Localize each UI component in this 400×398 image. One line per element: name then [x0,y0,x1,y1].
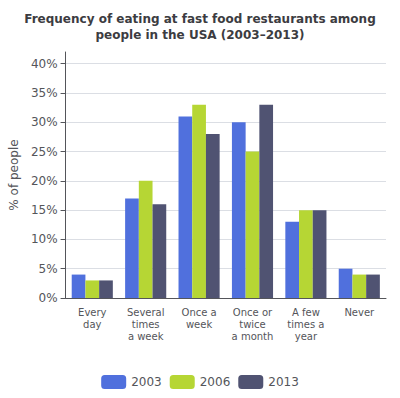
svg-text:A few: A few [292,307,320,318]
svg-text:35%: 35% [31,86,58,100]
svg-text:2006: 2006 [200,375,231,389]
svg-text:Every: Every [78,307,107,318]
svg-text:20%: 20% [31,174,58,188]
svg-text:% of people: % of people [7,139,21,210]
svg-text:Once a: Once a [181,307,216,318]
svg-text:2013: 2013 [268,375,299,389]
svg-text:15%: 15% [31,203,58,217]
svg-text:30%: 30% [31,115,58,129]
svg-text:Never: Never [344,307,375,318]
svg-text:week: week [186,319,212,330]
svg-text:2003: 2003 [131,375,162,389]
svg-text:Frequency of eating at fast fo: Frequency of eating at fast food restaur… [24,12,376,26]
svg-text:40%: 40% [31,57,58,71]
svg-text:a week: a week [128,331,164,342]
svg-text:year: year [295,331,318,342]
svg-text:10%: 10% [31,232,58,246]
svg-text:people in the USA (2003–2013): people in the USA (2003–2013) [95,28,304,42]
svg-text:Several: Several [127,307,165,318]
svg-text:0%: 0% [39,291,58,305]
svg-text:times: times [132,319,160,330]
svg-text:Once or: Once or [233,307,273,318]
svg-text:times a: times a [287,319,324,330]
svg-text:day: day [83,319,101,330]
svg-text:5%: 5% [39,262,58,276]
svg-text:25%: 25% [31,145,58,159]
svg-text:twice: twice [239,319,266,330]
svg-text:a month: a month [232,331,274,342]
